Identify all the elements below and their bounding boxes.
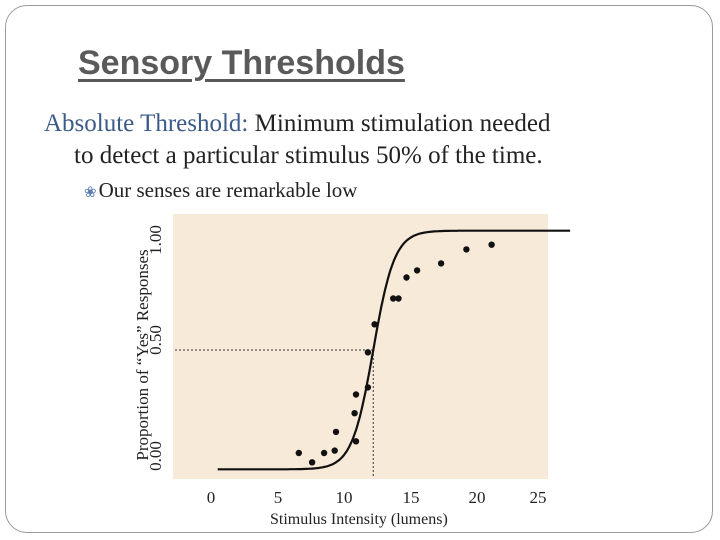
bullet-icon: ❀ [84, 185, 97, 201]
x-axis-label: Stimulus Intensity (lumens) [270, 511, 448, 528]
definition-line-1: Minimum stimulation needed [248, 110, 551, 137]
x-tick-label-20: 20 [468, 488, 486, 507]
data-point-4 [332, 428, 340, 436]
data-point-2 [320, 449, 328, 457]
x-tick-label-5: 5 [273, 488, 283, 507]
data-point-13 [403, 274, 410, 281]
data-point-10 [371, 321, 378, 328]
x-tick-label-10: 10 [335, 488, 353, 507]
data-point-15 [437, 260, 445, 267]
data-point-6 [351, 410, 358, 417]
data-point-9 [364, 349, 372, 356]
definition-term: Absolute Threshold: [44, 110, 249, 137]
data-point-11 [390, 295, 397, 302]
data-point-7 [352, 391, 360, 398]
data-point-8 [364, 384, 372, 391]
bullet-item: ❀Our senses are remarkable low [84, 178, 357, 203]
data-point-14 [413, 267, 421, 274]
data-point-16 [463, 246, 470, 253]
data-point-1 [308, 459, 316, 466]
data-point-12 [395, 295, 402, 302]
fit-curve [217, 229, 571, 471]
data-point-0 [295, 449, 302, 457]
data-point-5 [352, 438, 360, 445]
slide-title: Sensory Thresholds [78, 44, 405, 82]
definition-line-2: to detect a particular stimulus 50% of t… [74, 142, 543, 169]
slide-frame [5, 5, 713, 533]
plot-area [173, 214, 548, 479]
x-tick-label-0: 0 [206, 488, 216, 507]
data-point-17 [488, 241, 495, 248]
bullet-text: Our senses are remarkable low [98, 178, 358, 202]
x-tick-label-25: 25 [529, 488, 547, 507]
x-tick-label-15: 15 [402, 488, 420, 507]
definition-text: Absolute Threshold: Minimum stimulation … [44, 108, 694, 172]
data-point-3 [331, 447, 338, 454]
